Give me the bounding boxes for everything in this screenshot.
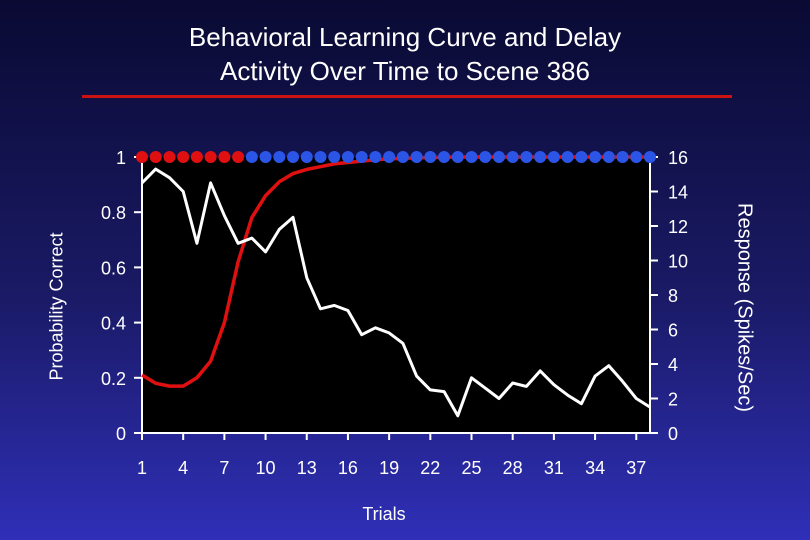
trial-marker bbox=[492, 151, 505, 163]
y-right-tick-label: 6 bbox=[668, 321, 678, 341]
trial-marker bbox=[465, 151, 478, 163]
trial-marker bbox=[589, 151, 602, 163]
title-underline bbox=[82, 95, 732, 98]
chart-title: Behavioral Learning Curve and Delay Acti… bbox=[0, 20, 810, 88]
y-right-tick-label: 12 bbox=[668, 217, 688, 237]
trial-marker bbox=[218, 151, 231, 163]
trial-marker bbox=[644, 151, 656, 163]
trial-marker bbox=[177, 151, 190, 163]
y-right-tick-label: 2 bbox=[668, 390, 678, 410]
trial-marker bbox=[602, 151, 615, 163]
trial-marker bbox=[245, 151, 258, 163]
x-tick-label: 34 bbox=[585, 458, 605, 478]
trial-marker bbox=[410, 151, 423, 163]
series-line-response bbox=[140, 167, 651, 418]
trial-marker bbox=[190, 151, 203, 163]
y-right-tick-label: 16 bbox=[668, 148, 688, 168]
y-right-tick-label: 8 bbox=[668, 286, 678, 306]
trial-marker bbox=[479, 151, 492, 163]
y-right-tick-label: 0 bbox=[668, 424, 678, 444]
trial-marker bbox=[149, 151, 162, 163]
trial-marker bbox=[630, 151, 643, 163]
trial-marker bbox=[314, 151, 327, 163]
trial-marker bbox=[534, 151, 547, 163]
trial-marker bbox=[341, 151, 354, 163]
trial-marker bbox=[300, 151, 313, 163]
y-left-tick-label: 0 bbox=[116, 424, 126, 444]
x-tick-label: 4 bbox=[178, 458, 188, 478]
y-left-tick-label: 1 bbox=[116, 148, 126, 168]
trial-marker bbox=[547, 151, 560, 163]
x-tick-label: 25 bbox=[461, 458, 481, 478]
trial-marker bbox=[506, 151, 519, 163]
x-tick-label: 16 bbox=[338, 458, 358, 478]
y-left-tick-label: 0.2 bbox=[101, 369, 126, 389]
x-axis-label: Trials bbox=[362, 504, 406, 524]
x-tick-label: 1 bbox=[137, 458, 147, 478]
trial-marker bbox=[163, 151, 176, 163]
x-tick-label: 10 bbox=[256, 458, 276, 478]
trial-marker bbox=[616, 151, 629, 163]
trial-marker bbox=[259, 151, 272, 163]
trial-marker bbox=[355, 151, 368, 163]
x-tick-label: 37 bbox=[626, 458, 646, 478]
trial-marker bbox=[328, 151, 341, 163]
trial-marker bbox=[273, 151, 286, 163]
x-tick-label: 22 bbox=[420, 458, 440, 478]
trial-marker bbox=[369, 151, 382, 163]
chart-title-line-1: Behavioral Learning Curve and Delay bbox=[188, 22, 622, 52]
y-left-tick-label: 0.6 bbox=[101, 258, 126, 278]
trial-marker bbox=[383, 151, 396, 163]
plot-area bbox=[142, 157, 650, 433]
trial-marker bbox=[204, 151, 217, 163]
x-tick-label: 7 bbox=[219, 458, 229, 478]
trial-marker bbox=[396, 151, 409, 163]
y-left-tick-label: 0.8 bbox=[101, 203, 126, 223]
x-tick-label: 28 bbox=[503, 458, 523, 478]
trial-marker bbox=[287, 151, 300, 163]
y-right-tick-label: 4 bbox=[668, 355, 678, 375]
x-tick-label: 31 bbox=[544, 458, 564, 478]
trial-marker bbox=[438, 151, 451, 163]
trial-marker bbox=[520, 151, 533, 163]
trial-marker bbox=[451, 151, 464, 163]
trial-marker bbox=[424, 151, 437, 163]
y-right-tick-label: 14 bbox=[668, 183, 688, 203]
trial-marker bbox=[232, 151, 245, 163]
x-tick-label: 13 bbox=[297, 458, 317, 478]
trial-marker bbox=[575, 151, 588, 163]
y-right-tick-label: 10 bbox=[668, 252, 688, 272]
chart-title-line-2: Activity Over Time to Scene 386 bbox=[220, 56, 590, 86]
x-tick-label: 19 bbox=[379, 458, 399, 478]
trial-marker bbox=[136, 151, 148, 163]
y-left-tick-label: 0.4 bbox=[101, 314, 126, 334]
trial-marker bbox=[561, 151, 574, 163]
